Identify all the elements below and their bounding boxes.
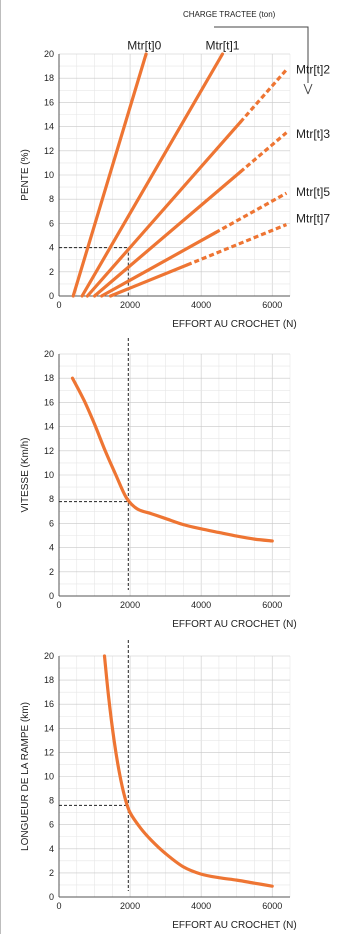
x-tick-label: 2000 [120,300,140,310]
y-tick-label: 14 [44,422,54,432]
y-tick-label: 20 [44,349,54,359]
x-tick-label: 4000 [191,600,211,610]
charge-header: CHARGE TRACTEE (ton) [183,10,313,95]
series-curve [70,376,274,543]
y-tick-label: 0 [49,291,54,301]
y-tick-label: 12 [44,747,54,757]
y-tick-label: 2 [49,267,54,277]
chart-longueur-rampe: 0 2 4 6 8 10 12 14 16 18 20 0 2000 4000 6000 EFFORT AU … [20,640,297,931]
series-line-dashed [214,191,288,235]
y-tick-label: 16 [44,699,54,709]
charge-tractee-label: CHARGE TRACTEE (ton) [183,10,276,19]
chart-vitesse: 0 2 4 6 8 10 12 14 16 18 20 0 2000 4000 6000 EFFORT AU … [20,338,297,630]
x-tick-label: 2000 [120,600,140,610]
x-tick-label: 4000 [191,901,211,911]
y-tick-label: 2 [49,567,54,577]
x-tick-label: 6000 [262,901,282,911]
y-tick-label: 4 [49,543,54,553]
x-axis-title: EFFORT AU CROCHET (N) [172,319,296,330]
y-tick-label: 20 [44,651,54,661]
y-axis-title: VITESSE (Km/h) [20,437,31,512]
series-line-solid [100,231,217,298]
grid [58,53,291,297]
series-curve [102,654,274,888]
series-0 [70,376,274,543]
x-tick-label: 4000 [191,300,211,310]
x-tick-label: 2000 [120,901,140,911]
y-tick-label: 8 [49,796,54,806]
y-tick-label: 20 [44,49,54,59]
y-tick-label: 6 [49,218,54,228]
series-label: Mtr[t]7 [296,212,330,226]
chart-pente: 0 2 4 6 8 10 12 14 16 18 20 0 2000 4000 6000 EFFORT AU … [20,39,330,330]
grid [58,353,291,597]
x-tick-label: 6000 [262,300,282,310]
x-tick-label: 0 [56,600,61,610]
series-mtr-t-1: Mtr[t]1 [80,39,240,298]
y-tick-label: 6 [49,518,54,528]
series-mtr-t-0: Mtr[t]0 [71,39,162,298]
x-axis-title: EFFORT AU CROCHET (N) [172,619,296,630]
y-tick-label: 14 [44,723,54,733]
x-axis-title: EFFORT AU CROCHET (N) [172,920,296,931]
y-tick-label: 18 [44,675,54,685]
y-tick-label: 18 [44,73,54,83]
y-tick-label: 16 [44,397,54,407]
series-mtr-t-7: Mtr[t]7 [108,212,330,298]
series-label: Mtr[t]3 [296,127,330,141]
y-tick-label: 0 [49,892,54,902]
series-0 [102,654,274,888]
series-line-solid [85,120,242,298]
series-line-dashed [239,131,288,174]
y-tick-label: 14 [44,122,54,132]
charge-bracket [214,26,309,83]
y-tick-label: 8 [49,194,54,204]
y-tick-label: 8 [49,494,54,504]
series-line-dashed [186,223,288,267]
series-label: Mtr[t]5 [296,185,330,199]
x-tick-label: 6000 [262,600,282,610]
series-mtr-t-2: Mtr[t]2 [85,63,330,298]
y-tick-label: 16 [44,97,54,107]
series-mtr-t-5: Mtr[t]5 [100,185,330,298]
series-line-solid [80,52,225,298]
y-tick-label: 0 [49,591,54,601]
y-tick-label: 12 [44,446,54,456]
y-axis-title: LONGUEUR DE LA RAMPE (km) [20,702,31,851]
series-mtr-t-3: Mtr[t]3 [92,127,330,298]
y-tick-label: 18 [44,373,54,383]
series-label: Mtr[t]1 [205,39,239,53]
page-left-border [0,0,1,934]
series-label: Mtr[t]2 [296,63,330,77]
y-tick-label: 12 [44,146,54,156]
y-tick-label: 10 [44,470,54,480]
y-axis-title: PENTE (%) [20,149,31,201]
y-tick-label: 4 [49,844,54,854]
series-label: Mtr[t]0 [127,39,161,53]
series-line-solid [92,170,242,298]
series-line-solid [108,263,189,298]
x-tick-label: 0 [56,901,61,911]
series-line-dashed [239,68,288,124]
y-tick-label: 4 [49,243,54,253]
y-tick-label: 6 [49,820,54,830]
arrow-down-icon [303,83,313,95]
series-line-solid [71,52,148,298]
y-tick-label: 2 [49,868,54,878]
x-tick-label: 0 [56,300,61,310]
y-tick-label: 10 [44,772,54,782]
y-tick-label: 10 [44,170,54,180]
